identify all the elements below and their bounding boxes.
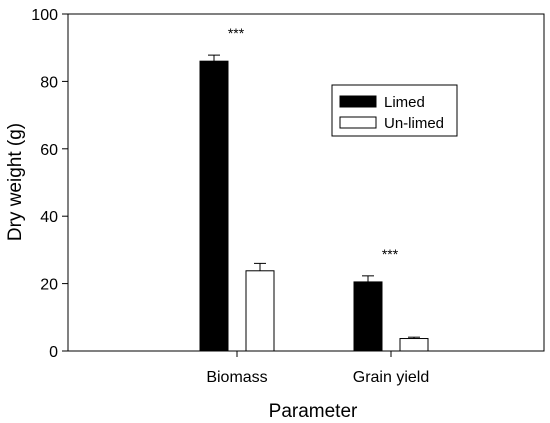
legend-label-unlimed: Un-limed <box>384 115 444 132</box>
legend-swatch-unlimed <box>339 116 377 129</box>
legend: Limed Un-limed <box>331 84 458 137</box>
x-tick-label: Grain yield <box>353 369 429 386</box>
significance-label: *** <box>228 25 245 41</box>
y-tick-label: 0 <box>49 344 58 361</box>
legend-swatch-limed <box>339 95 377 108</box>
significance-annotations: *** *** <box>228 25 399 262</box>
x-tick-label: Biomass <box>206 369 267 386</box>
y-tick-label: 40 <box>40 209 58 226</box>
bar-limed-grain-yield <box>353 281 383 352</box>
y-tick-label: 100 <box>31 7 58 24</box>
bar-un-limed-grain-yield <box>399 338 429 352</box>
plot-area-frame <box>67 13 545 352</box>
bars <box>199 60 429 352</box>
y-axis-title: Dry weight (g) <box>5 123 26 241</box>
bar-un-limed-biomass <box>245 270 275 352</box>
y-tick-label: 20 <box>40 277 58 294</box>
error-bars <box>208 54 420 339</box>
y-axis-ticks: 0 20 40 60 80 100 <box>31 7 68 361</box>
y-tick-label: 60 <box>40 142 58 159</box>
y-tick-label: 80 <box>40 74 58 91</box>
legend-label-limed: Limed <box>384 94 425 111</box>
bar-limed-biomass <box>199 60 229 352</box>
significance-label: *** <box>382 246 399 262</box>
x-axis-title: Parameter <box>269 401 358 422</box>
x-axis-ticks: Biomass Grain yield <box>206 351 429 386</box>
